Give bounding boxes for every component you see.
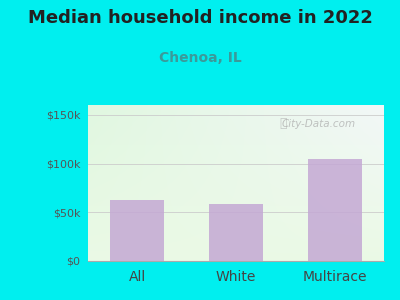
Text: Chenoa, IL: Chenoa, IL [159,51,241,65]
Text: Median household income in 2022: Median household income in 2022 [28,9,372,27]
Bar [110,200,164,261]
Bar [209,205,263,261]
Text: ⓘ: ⓘ [280,117,287,130]
Bar [308,159,362,261]
Text: City-Data.com: City-Data.com [282,119,356,129]
